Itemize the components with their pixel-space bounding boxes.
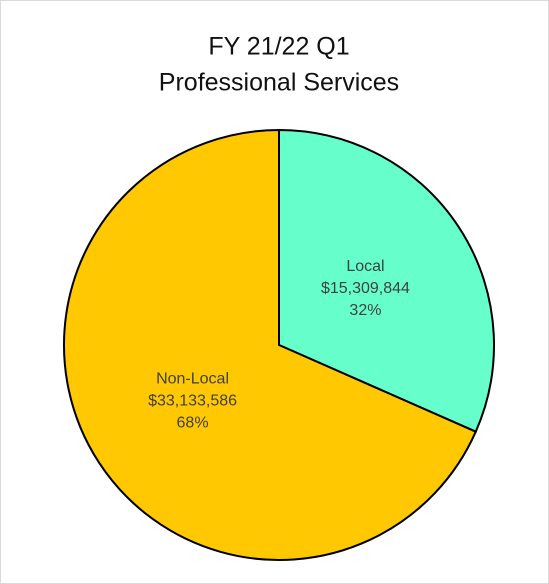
pie-slice (278, 128, 495, 433)
pie-slice (63, 128, 478, 561)
slice-percent-label: 68% (177, 415, 209, 432)
slice-percent-label: 32% (349, 302, 381, 319)
chart-title-line: FY 21/22 Q1 (208, 33, 349, 61)
slice-value-label: $15,309,844 (321, 280, 410, 297)
slice-value-label: $33,133,586 (148, 393, 237, 410)
slice-label: Non-Local (156, 371, 229, 388)
chart-title-line: Professional Services (159, 69, 399, 97)
slice-label: Local (346, 258, 384, 275)
